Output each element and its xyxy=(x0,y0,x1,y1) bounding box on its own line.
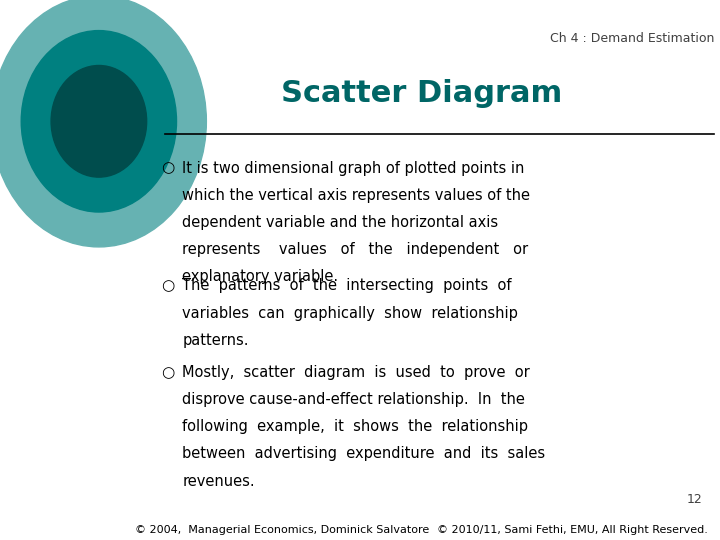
Text: following  example,  it  shows  the  relationship: following example, it shows the relation… xyxy=(182,419,528,434)
Text: ○: ○ xyxy=(161,160,174,176)
Text: Ch 4 : Demand Estimation: Ch 4 : Demand Estimation xyxy=(549,32,714,45)
Text: ○: ○ xyxy=(161,364,174,380)
Text: represents    values   of   the   independent   or: represents values of the independent or xyxy=(182,242,528,257)
Ellipse shape xyxy=(21,31,176,212)
Ellipse shape xyxy=(0,0,207,247)
Text: The  patterns  of  the  intersecting  points  of: The patterns of the intersecting points … xyxy=(182,278,512,293)
Text: It is two dimensional graph of plotted points in: It is two dimensional graph of plotted p… xyxy=(182,160,525,176)
Text: 12: 12 xyxy=(686,493,702,506)
Text: Mostly,  scatter  diagram  is  used  to  prove  or: Mostly, scatter diagram is used to prove… xyxy=(182,364,530,380)
Text: dependent variable and the horizontal axis: dependent variable and the horizontal ax… xyxy=(182,215,499,230)
Text: between  advertising  expenditure  and  its  sales: between advertising expenditure and its … xyxy=(182,447,546,461)
Text: which the vertical axis represents values of the: which the vertical axis represents value… xyxy=(182,188,531,203)
Text: variables  can  graphically  show  relationship: variables can graphically show relations… xyxy=(182,306,518,321)
Text: disprove cause-and-effect relationship.  In  the: disprove cause-and-effect relationship. … xyxy=(182,392,526,407)
Text: © 2010/11, Sami Fethi, EMU, All Right Reserved.: © 2010/11, Sami Fethi, EMU, All Right Re… xyxy=(437,525,708,535)
Text: revenues.: revenues. xyxy=(182,474,255,489)
Text: © 2004,  Managerial Economics, Dominick Salvatore: © 2004, Managerial Economics, Dominick S… xyxy=(135,525,429,535)
Text: ○: ○ xyxy=(161,278,174,293)
Text: Scatter Diagram: Scatter Diagram xyxy=(281,79,562,109)
Text: explanatory variable.: explanatory variable. xyxy=(182,269,338,285)
Text: patterns.: patterns. xyxy=(182,333,249,348)
Ellipse shape xyxy=(51,65,147,177)
